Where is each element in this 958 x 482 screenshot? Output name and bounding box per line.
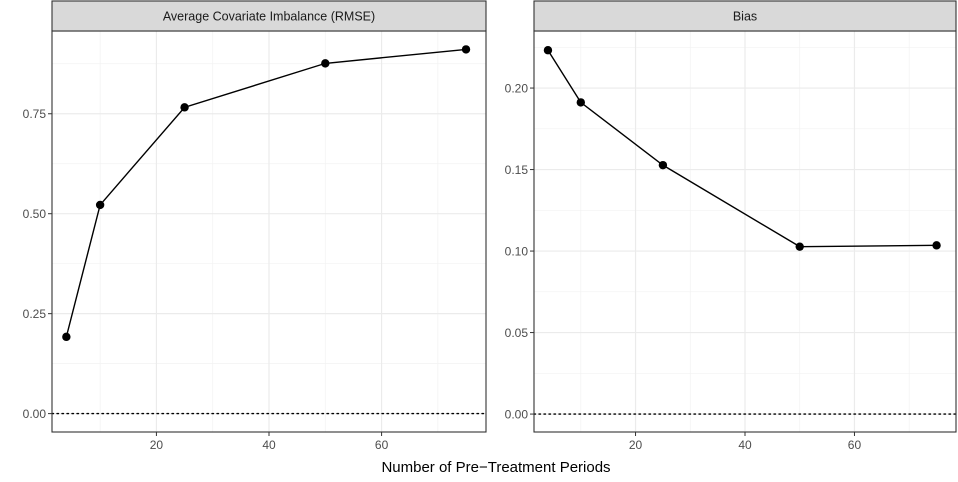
x-tick-label: 40 — [262, 438, 276, 452]
data-point — [180, 103, 189, 112]
panel-1: Average Covariate Imbalance (RMSE) 0.00 0.… — [23, 0, 487, 452]
data-point — [795, 242, 804, 251]
data-point — [461, 45, 471, 54]
y-tick-label: 0.10 — [505, 244, 529, 258]
facet-title: Average Covariate Imbalance (RMSE) — [163, 10, 375, 24]
facet-strip — [533, 0, 957, 32]
y-tick-label: 0.50 — [23, 207, 47, 221]
y-tick-label: 0.20 — [505, 81, 529, 95]
data-point — [543, 46, 553, 55]
data-point — [321, 59, 330, 68]
data-point — [95, 200, 105, 210]
data-point — [658, 160, 668, 170]
x-tick-label: 60 — [375, 438, 389, 452]
y-tick-label: 0.00 — [23, 407, 47, 421]
facet-title: Bias — [733, 10, 757, 24]
x-tick-label: 40 — [738, 438, 752, 452]
y-tick-label: 0.25 — [23, 307, 47, 321]
y-tick-label: 0.75 — [23, 107, 47, 121]
data-point — [576, 98, 585, 107]
x-tick-label: 20 — [629, 438, 643, 452]
y-tick-label: 0.00 — [505, 407, 529, 421]
facet-strip — [51, 0, 487, 32]
x-tick-label: 60 — [848, 438, 862, 452]
x-tick-label: 20 — [150, 438, 164, 452]
y-tick-label: 0.15 — [505, 163, 529, 177]
x-axis-title: Number of Pre−Treatment Periods — [381, 459, 610, 476]
data-point — [932, 241, 941, 250]
data-point — [62, 332, 71, 342]
panel-2: Bias 0.00 0.05 0.10 0.15 0.20 20 40 60 — [505, 0, 957, 452]
y-tick-label: 0.05 — [505, 326, 529, 340]
